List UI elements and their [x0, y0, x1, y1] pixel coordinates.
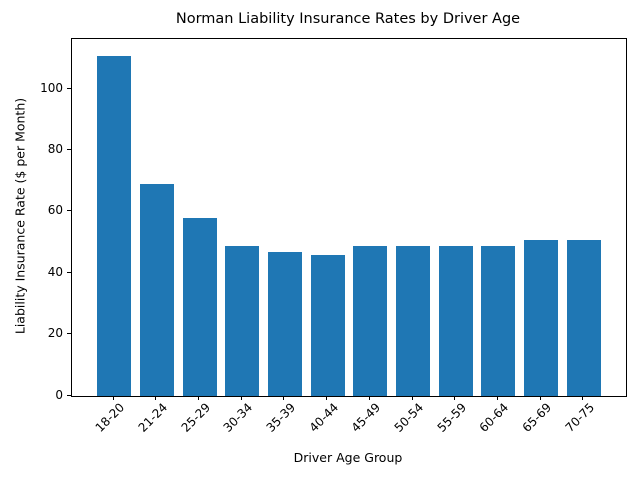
x-tick-label: 50-54 — [391, 400, 427, 435]
x-tick-mark — [368, 396, 370, 400]
bar-25-29 — [182, 218, 217, 396]
bar-35-39 — [267, 251, 303, 396]
x-tick-mark — [112, 396, 114, 400]
y-tick-mark — [67, 149, 71, 151]
bar-40-44 — [310, 254, 345, 396]
x-tick-mark — [198, 396, 200, 400]
x-tick-mark — [411, 396, 413, 400]
x-tick-mark — [539, 396, 541, 400]
x-tick-label: 21-24 — [135, 400, 171, 435]
x-tick-mark — [582, 396, 584, 400]
x-tick-label: 60-64 — [477, 400, 512, 435]
x-tick-label: 45-49 — [348, 400, 384, 435]
y-tick-label: 100 — [40, 80, 63, 95]
y-tick-label: 20 — [47, 326, 63, 341]
bar-65-69 — [523, 239, 559, 396]
bar-30-34 — [225, 245, 260, 396]
x-tick-mark — [155, 396, 157, 400]
y-tick-mark — [67, 87, 71, 89]
x-tick-mark — [240, 396, 242, 400]
bar-50-54 — [395, 245, 431, 396]
bar-70-75 — [566, 239, 601, 396]
y-tick-label: 60 — [47, 203, 63, 218]
y-tick-mark — [67, 333, 71, 335]
bar-60-64 — [481, 245, 516, 396]
y-axis-label: Liability Insurance Rate ($ per Month) — [12, 97, 28, 335]
x-tick-label: 65-69 — [519, 400, 555, 435]
x-tick-label: 30-34 — [220, 400, 256, 435]
chart-title: Norman Liability Insurance Rates by Driv… — [175, 11, 521, 27]
x-tick-mark — [454, 396, 456, 400]
x-tick-mark — [283, 396, 285, 400]
y-tick-mark — [67, 210, 71, 212]
x-tick-mark — [496, 396, 498, 400]
x-tick-label: 55-59 — [434, 400, 469, 435]
y-tick-mark — [67, 394, 71, 396]
x-axis-label: Driver Age Group — [293, 450, 403, 465]
bar-18-20 — [97, 55, 132, 396]
y-tick-mark — [67, 271, 71, 273]
y-tick-label: 80 — [47, 142, 63, 157]
x-tick-label: 35-39 — [263, 400, 299, 435]
plot-area — [71, 38, 627, 397]
bar-21-24 — [139, 184, 174, 396]
x-tick-label: 70-75 — [562, 400, 597, 435]
x-tick-label: 40-44 — [306, 400, 341, 435]
x-tick-label: 25-29 — [178, 400, 213, 435]
y-tick-label: 0 — [55, 387, 63, 402]
y-tick-label: 40 — [47, 264, 63, 279]
bar-45-49 — [353, 245, 388, 396]
bar-55-59 — [438, 245, 473, 396]
x-tick-label: 18-20 — [92, 400, 128, 435]
x-tick-mark — [326, 396, 328, 400]
